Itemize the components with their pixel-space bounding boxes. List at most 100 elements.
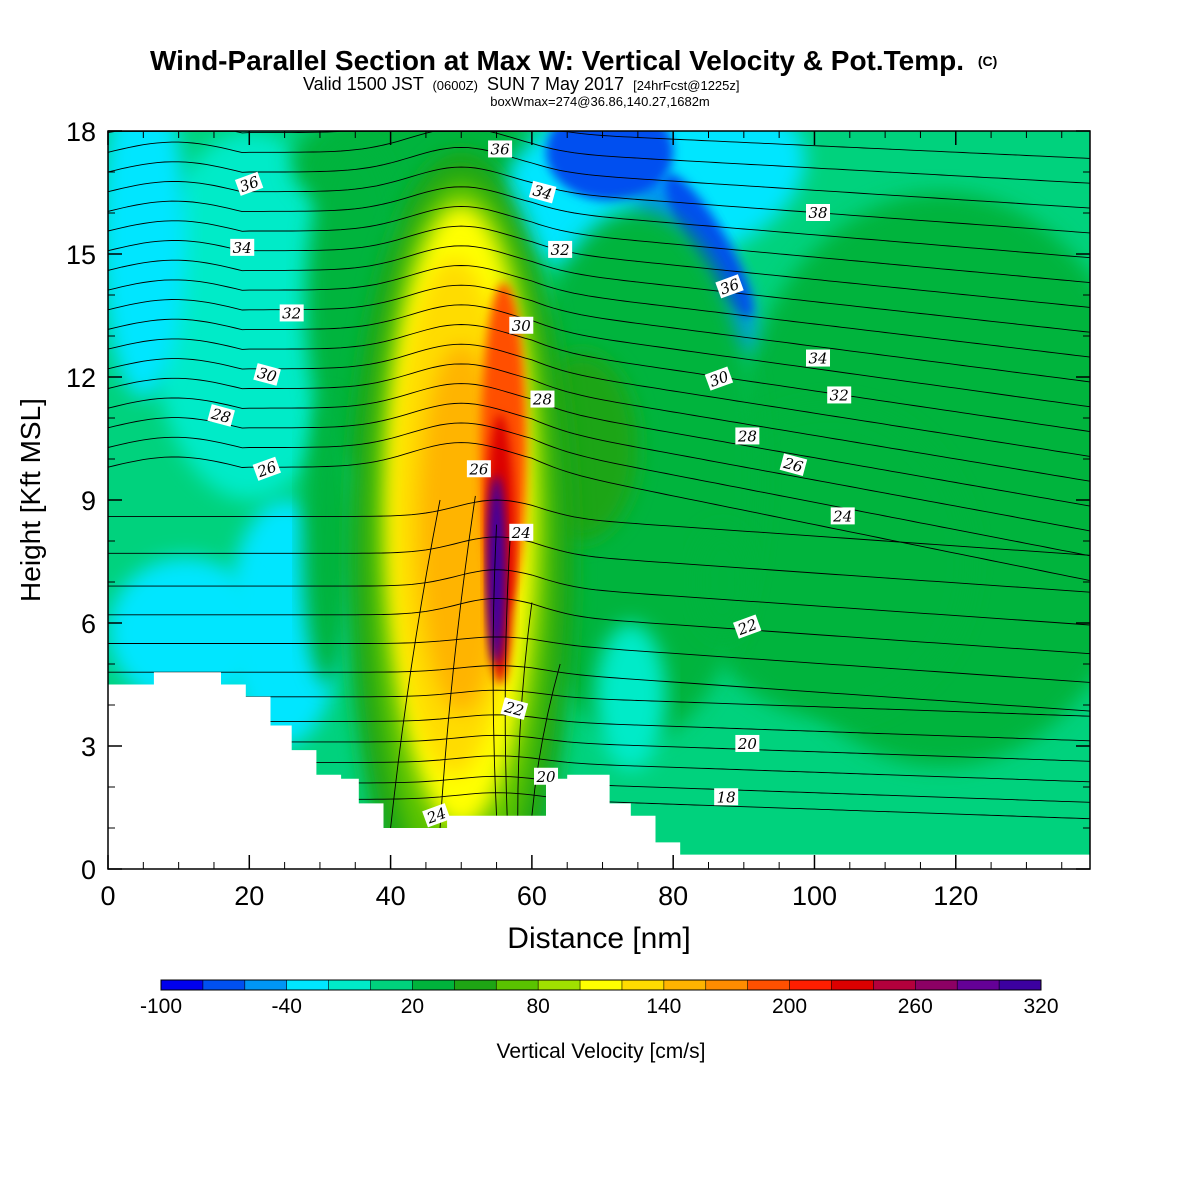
isentrope-label-2: 34 bbox=[528, 180, 557, 204]
isentrope-10 bbox=[108, 245, 1090, 333]
colorbar-swatch-6 bbox=[412, 980, 455, 990]
isentrope-label-text-4: 34 bbox=[233, 239, 252, 257]
isentrope-22 bbox=[108, 636, 1090, 683]
isentrope-label-12: 28 bbox=[530, 390, 555, 409]
w-region-15 bbox=[694, 528, 751, 636]
isentrope-label-text-9: 34 bbox=[808, 350, 827, 368]
isentrope-label-5: 32 bbox=[548, 240, 573, 259]
isentrope-label-18: 26 bbox=[779, 453, 808, 476]
colorbar-swatch-18 bbox=[915, 980, 958, 990]
isentrope-16 bbox=[108, 131, 1090, 184]
colorbar-swatch-16 bbox=[831, 980, 874, 990]
colorbar-tick-label-6: 260 bbox=[898, 995, 933, 1018]
colorbar-swatch-4 bbox=[328, 980, 372, 990]
y-tick-label-15: 15 bbox=[66, 240, 96, 270]
colorbar-tick-label-0: -100 bbox=[140, 995, 182, 1018]
isentrope-label-25: 18 bbox=[714, 788, 739, 806]
isentrope-12 bbox=[108, 205, 1090, 284]
isentrope-label-text-15: 28 bbox=[737, 427, 757, 445]
isentrope-label-0: 36 bbox=[488, 140, 513, 158]
isentrope-label-text-0: 36 bbox=[491, 140, 511, 158]
x-axis-label: Distance [nm] bbox=[507, 922, 690, 955]
isentrope-label-text-2: 34 bbox=[531, 181, 554, 203]
isentrope-18 bbox=[108, 499, 1090, 556]
w-region-10 bbox=[546, 131, 674, 201]
y-tick-label-0: 0 bbox=[81, 855, 96, 885]
x-tick-label-100: 100 bbox=[792, 881, 837, 911]
isentrope-label-text-13: 32 bbox=[830, 386, 849, 404]
terrain-mask bbox=[108, 672, 1090, 869]
isentrope-label-1: 36 bbox=[234, 171, 264, 196]
isentrope-label-text-26: 24 bbox=[424, 804, 449, 828]
isentrope-2 bbox=[108, 402, 1090, 532]
isentrope-label-19: 24 bbox=[830, 507, 855, 525]
subtitle-forecast: [24hrFcst@1225z] bbox=[633, 78, 739, 93]
isentrope-24 bbox=[108, 689, 1090, 717]
w-region-4 bbox=[108, 557, 264, 705]
isentrope-21 bbox=[108, 597, 1090, 655]
y-tick-label-9: 9 bbox=[81, 486, 96, 516]
isentrope-label-text-22: 22 bbox=[502, 698, 526, 721]
colorbar-tick-label-1: -40 bbox=[272, 995, 302, 1018]
colorbar-swatch-14 bbox=[747, 980, 791, 990]
isentrope-label-text-16: 26 bbox=[254, 457, 279, 481]
w-region-2 bbox=[108, 131, 186, 398]
isentrope-13 bbox=[108, 186, 1090, 259]
isentrope-vertical-3 bbox=[504, 528, 512, 816]
w-region-12 bbox=[687, 405, 970, 718]
isentrope-label-text-8: 30 bbox=[512, 317, 532, 335]
isentrope-8 bbox=[108, 284, 1090, 383]
isentrope-vertical-5 bbox=[531, 663, 561, 816]
y-tick-label-12: 12 bbox=[66, 363, 96, 393]
isentrope-label-text-6: 36 bbox=[718, 275, 743, 299]
colorbar-swatch-12 bbox=[663, 980, 707, 990]
isentrope-label-10: 30 bbox=[253, 363, 281, 386]
isentrope-label-text-10: 30 bbox=[255, 364, 279, 386]
isentrope-20 bbox=[108, 569, 1090, 626]
isentrope-1 bbox=[108, 422, 1090, 557]
isentrope-label-text-25: 18 bbox=[717, 788, 736, 806]
x-tick-label-60: 60 bbox=[517, 881, 547, 911]
isentrope-label-26: 24 bbox=[422, 803, 451, 828]
isentrope-label-text-24: 20 bbox=[535, 768, 556, 786]
isentrope-3 bbox=[108, 383, 1090, 507]
isentrope-label-text-21: 22 bbox=[734, 615, 759, 639]
isentrope-9 bbox=[108, 265, 1090, 358]
colorbar-swatch-20 bbox=[999, 980, 1042, 990]
w-region-7 bbox=[302, 397, 352, 685]
isentrope-label-6: 36 bbox=[715, 274, 744, 299]
isentrope-label-20: 24 bbox=[509, 523, 534, 542]
colorbar-swatch-0 bbox=[161, 980, 204, 990]
subtitle-date: SUN 7 May 2017 bbox=[487, 74, 624, 94]
chart-title-copyright: (C) bbox=[978, 53, 997, 69]
colorbar-swatch-8 bbox=[496, 980, 539, 990]
isentrope-label-22: 22 bbox=[500, 697, 529, 721]
vertical-velocity-field bbox=[108, 131, 1090, 869]
isentrope-label-text-3: 38 bbox=[808, 204, 827, 222]
isentrope-label-text-23: 20 bbox=[737, 735, 758, 753]
colorbar: -100 -40 20 80 140 200 260 320 bbox=[140, 979, 1059, 1018]
colorbar-swatch-17 bbox=[873, 980, 916, 990]
x-tick-label-120: 120 bbox=[933, 881, 978, 911]
isentrope-label-text-12: 28 bbox=[532, 391, 552, 409]
isentrope-7 bbox=[108, 304, 1090, 408]
subtitle-utc: (0600Z) bbox=[432, 78, 478, 93]
isentrope-11 bbox=[108, 225, 1090, 308]
x-tick-label-0: 0 bbox=[100, 881, 115, 911]
isentrope-label-4: 34 bbox=[230, 238, 255, 257]
colorbar-swatch-7 bbox=[454, 980, 497, 990]
isentrope-label-text-17: 26 bbox=[468, 460, 489, 478]
w-region-16 bbox=[595, 623, 667, 771]
isentrope-label-11: 30 bbox=[704, 366, 734, 391]
isentrope-vertical-1 bbox=[439, 495, 476, 829]
colorbar-swatch-15 bbox=[789, 980, 832, 990]
isentrope-17 bbox=[108, 131, 1090, 159]
isentrope-label-14: 28 bbox=[207, 404, 235, 427]
x-tick-label-80: 80 bbox=[658, 881, 688, 911]
y-axis: 0 36 9 12 15 18 bbox=[66, 117, 1090, 885]
colorbar-swatch-19 bbox=[957, 980, 1000, 990]
isentrope-label-17: 26 bbox=[466, 460, 491, 478]
colorbar-swatch-2 bbox=[244, 980, 288, 990]
